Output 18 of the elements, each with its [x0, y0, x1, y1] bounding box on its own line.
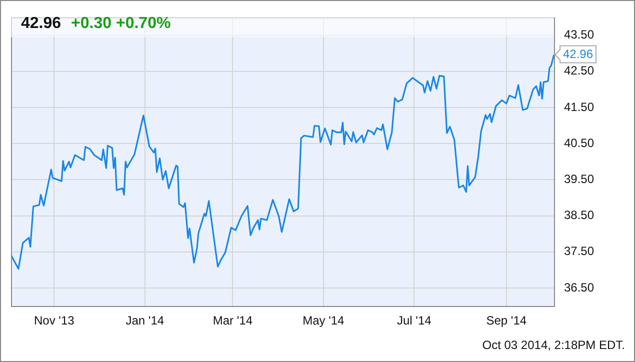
chart-subtitle: +0.30 +0.70% [71, 15, 171, 32]
x-tick-label: Mar '14 [212, 314, 253, 328]
x-tick-label: May '14 [302, 314, 345, 328]
annotation: 42.96 [563, 47, 594, 62]
text: Oct 03 2014, 2:18PM EDT. [482, 338, 625, 352]
x-tick-label: Jul '14 [397, 314, 432, 328]
y-tick-label: 36.50 [564, 280, 594, 294]
x-tick-label: Jan '14 [126, 314, 164, 328]
x-tick-label: Sep '14 [486, 314, 527, 328]
y-tick-label: 41.50 [564, 100, 594, 114]
y-tick-label: 43.50 [564, 28, 594, 42]
y-tick-label: 38.50 [564, 208, 594, 222]
y-tick-label: 39.50 [564, 172, 594, 186]
x-tick-label: Nov '13 [34, 314, 75, 328]
y-tick-label: 42.50 [564, 64, 594, 78]
y-tick-label: 40.50 [564, 136, 594, 150]
chart-title: 42.96 [21, 15, 62, 32]
y-tick-label: 37.50 [564, 244, 594, 258]
